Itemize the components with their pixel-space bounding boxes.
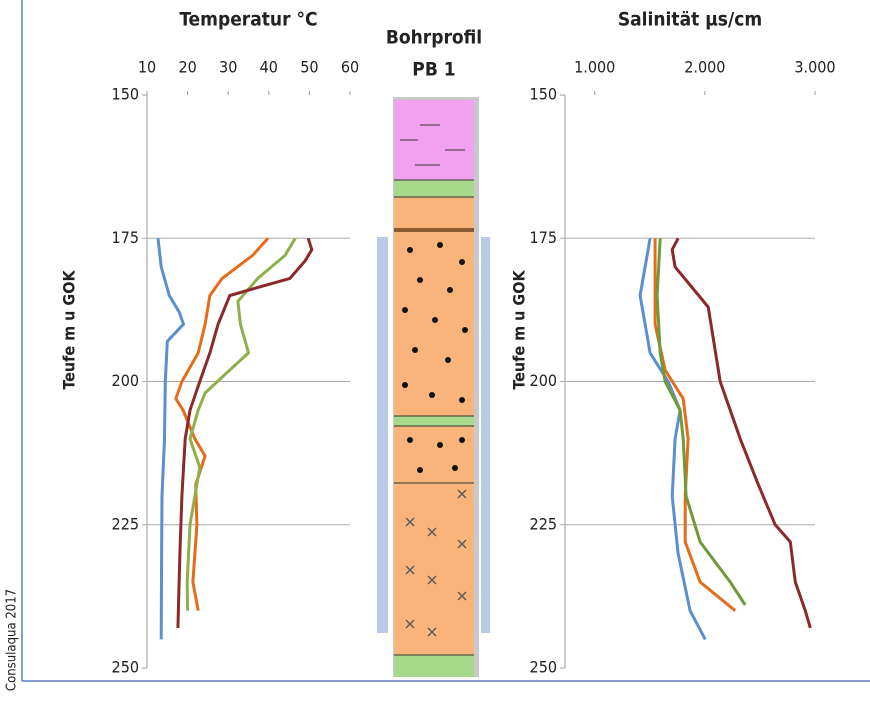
chart-title: Temperatur °C — [179, 9, 317, 31]
borehole-profile — [377, 97, 490, 677]
y-tick-label: 150 — [112, 85, 139, 104]
layer — [394, 228, 474, 232]
x-tick-label: 60 — [341, 58, 359, 77]
casing — [481, 237, 490, 633]
y-tick-label: 200 — [530, 371, 557, 390]
gravel — [402, 242, 468, 473]
layer — [394, 426, 474, 483]
y-tick-label: 175 — [530, 228, 557, 247]
y-tick-label: 225 — [530, 514, 557, 533]
layer — [394, 655, 474, 677]
series-line — [156, 238, 185, 640]
profile-subtitle: PB 1 — [412, 59, 455, 81]
y-axis-label: Teufe m u GOK — [510, 270, 529, 390]
layer — [394, 180, 474, 197]
x-tick-label: 1.000 — [574, 58, 615, 77]
y-tick-label: 175 — [112, 228, 139, 247]
layer-lines — [394, 124, 474, 656]
y-axis-label: Teufe m u GOK — [60, 270, 79, 390]
x-tick-label: 10 — [138, 58, 156, 77]
profile-title: Bohrprofil — [386, 27, 482, 49]
x-tick-label: 50 — [300, 58, 318, 77]
x-tick-label: 20 — [178, 58, 196, 77]
x-tick-label: 30 — [219, 58, 237, 77]
series-line — [670, 237, 812, 629]
x-tick-label: 40 — [260, 58, 278, 77]
series-line — [176, 237, 314, 628]
layer — [394, 197, 474, 228]
series-line — [653, 238, 737, 612]
y-tick-label: 250 — [530, 658, 557, 677]
series-line — [638, 238, 707, 641]
y-tick-label: 250 — [112, 658, 139, 677]
crosses — [405, 489, 467, 637]
x-tick-label: 2.000 — [684, 58, 725, 77]
x-tick-label: 3.000 — [794, 58, 835, 77]
y-tick-label: 200 — [112, 371, 139, 390]
credit: Consulaqua 2017 — [5, 589, 20, 691]
y-tick-label: 150 — [530, 85, 557, 104]
chart-title: Salinität µs/cm — [618, 9, 762, 31]
series-line — [655, 238, 747, 606]
series-line — [185, 237, 297, 611]
layer — [394, 416, 474, 426]
series-line — [174, 237, 270, 611]
casing — [377, 237, 388, 633]
y-tick-label: 225 — [112, 514, 139, 533]
